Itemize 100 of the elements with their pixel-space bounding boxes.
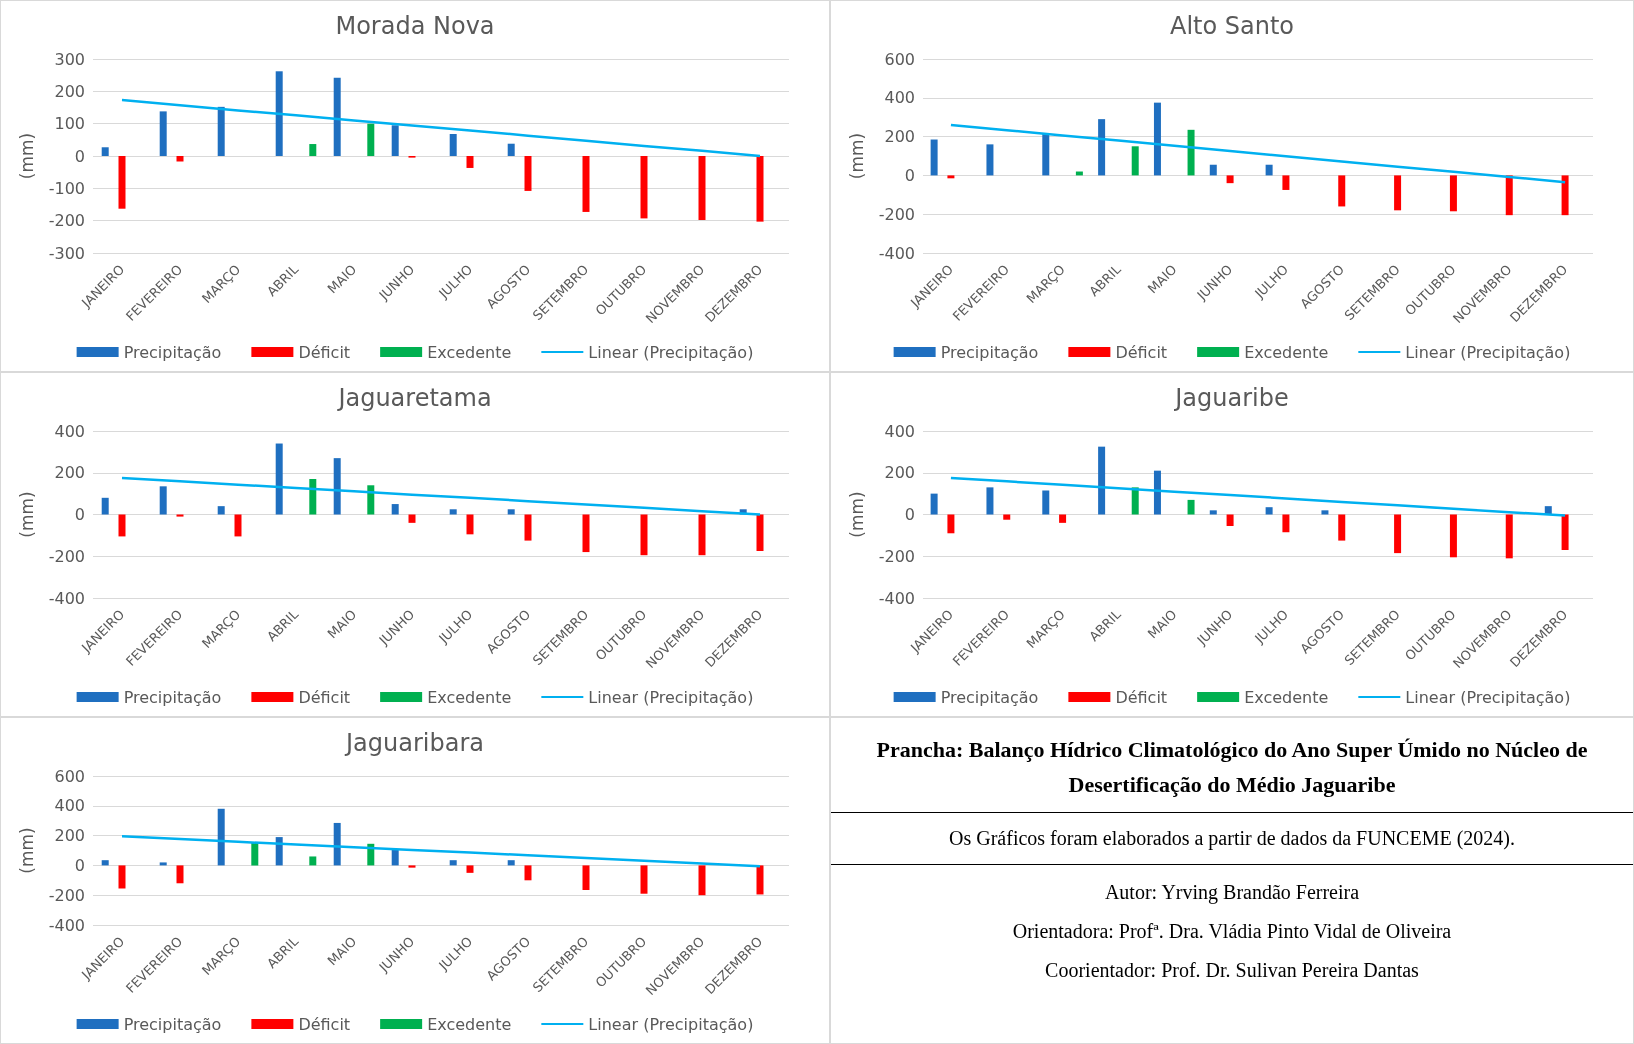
bar xyxy=(309,856,317,866)
chart-title: Morada Nova xyxy=(335,12,495,40)
bar xyxy=(1131,487,1139,515)
bar xyxy=(582,514,590,553)
y-tick-label: 200 xyxy=(884,463,915,483)
bar xyxy=(333,458,341,515)
bar xyxy=(159,862,167,866)
y-axis-title: (mm) xyxy=(16,827,37,874)
bar xyxy=(466,514,474,535)
bar xyxy=(176,865,184,884)
bar xyxy=(756,514,764,552)
bar xyxy=(118,156,126,209)
bar xyxy=(1282,514,1290,533)
bar xyxy=(1561,175,1569,216)
legend-label: Precipitação xyxy=(123,342,222,362)
bar xyxy=(1003,514,1011,520)
y-tick-label: 400 xyxy=(54,421,85,441)
legend-label: Déficit xyxy=(298,1014,351,1034)
y-tick-label: -300 xyxy=(48,243,85,263)
y-axis-title: (mm) xyxy=(16,132,37,180)
y-tick-label: -400 xyxy=(878,588,915,608)
bar xyxy=(1226,514,1234,526)
legend-label: Linear (Precipitação) xyxy=(588,1014,754,1034)
y-tick-label: 100 xyxy=(54,114,85,134)
bar xyxy=(986,487,994,515)
bar xyxy=(449,134,457,156)
bar xyxy=(101,147,109,156)
bar xyxy=(1187,129,1195,176)
bar xyxy=(1059,514,1067,523)
y-axis-title: (mm) xyxy=(846,491,867,538)
y-tick-label: 200 xyxy=(54,463,85,483)
bar xyxy=(986,144,994,176)
legend-label: Excedente xyxy=(427,1014,512,1034)
line-series xyxy=(120,476,762,516)
bar xyxy=(756,156,764,222)
y-axis-title: (mm) xyxy=(16,491,37,538)
bar xyxy=(507,509,515,515)
bar xyxy=(1394,175,1402,211)
bar xyxy=(1265,507,1273,515)
legend-label: Precipitação xyxy=(940,342,1039,362)
legend-label: Linear (Precipitação) xyxy=(588,342,754,362)
text: Autor: Yrving Brandão Ferreira xyxy=(1103,880,1361,906)
bar xyxy=(1209,164,1217,176)
bar xyxy=(408,514,416,523)
line-series xyxy=(949,123,1567,184)
bar xyxy=(947,175,955,179)
bar xyxy=(640,514,648,556)
bar xyxy=(1449,514,1457,558)
y-tick-label: 0 xyxy=(74,855,85,875)
legend-label: Excedente xyxy=(1244,687,1329,707)
text: Prancha: Balanço Hídrico Climatológico do Ano Super Úmido no Núcleo de Desertificação do Médio Jaguaribe xyxy=(875,736,1589,800)
bar xyxy=(524,156,532,191)
legend-label: Linear (Precipitação) xyxy=(588,687,754,707)
bar xyxy=(234,514,242,537)
bar xyxy=(1561,514,1569,550)
text: Orientadora: Profª. Dra. Vládia Pinto Vidal de Oliveira xyxy=(1011,919,1453,945)
bar xyxy=(930,493,938,515)
bar xyxy=(1394,514,1402,554)
bar xyxy=(217,506,225,515)
bar xyxy=(251,843,259,866)
bar xyxy=(449,860,457,866)
line-series xyxy=(949,476,1567,517)
y-tick-label: 200 xyxy=(54,81,85,101)
bar xyxy=(367,123,375,156)
legend-label: Linear (Precipitação) xyxy=(1405,342,1571,362)
bar xyxy=(118,514,126,537)
bar xyxy=(309,479,317,515)
bar xyxy=(449,509,457,515)
bar xyxy=(1131,146,1139,176)
y-tick-label: 300 xyxy=(54,49,85,69)
bar xyxy=(391,504,399,515)
bar xyxy=(1505,514,1513,559)
bar xyxy=(1505,175,1513,216)
y-tick-label: 200 xyxy=(884,127,915,147)
y-tick-label: 200 xyxy=(54,826,85,846)
bar xyxy=(391,849,399,866)
bar xyxy=(217,808,225,866)
y-tick-label: 400 xyxy=(884,88,915,108)
bar xyxy=(1449,175,1457,212)
bar xyxy=(930,139,938,176)
line-series xyxy=(120,98,762,158)
bar xyxy=(217,106,225,156)
legend-label: Precipitação xyxy=(123,687,222,707)
bar xyxy=(275,443,283,515)
bar xyxy=(176,514,184,517)
bar xyxy=(1338,175,1346,207)
legend-label: Déficit xyxy=(298,342,351,362)
y-tick-label: -200 xyxy=(48,211,85,231)
bar xyxy=(640,865,648,894)
y-tick-label: 600 xyxy=(54,766,85,786)
bar xyxy=(333,77,341,156)
bar xyxy=(582,865,590,890)
bar xyxy=(698,514,706,556)
bar xyxy=(176,156,184,162)
y-axis-title: (mm) xyxy=(846,132,867,180)
y-tick-label: -200 xyxy=(878,204,915,224)
chart-title: Jaguaretama xyxy=(336,384,492,412)
bar xyxy=(275,71,283,156)
bar xyxy=(524,514,532,541)
legend-label: Precipitação xyxy=(123,1014,222,1034)
